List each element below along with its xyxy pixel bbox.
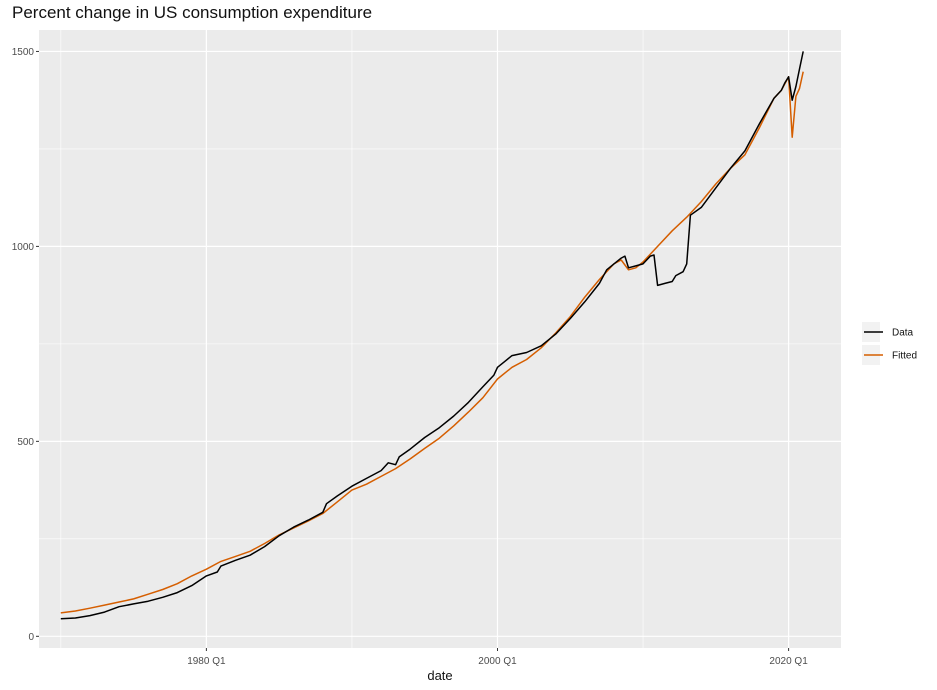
series-line-fitted [60, 71, 804, 614]
legend-label-fitted: Fitted [892, 351, 917, 362]
plot-panel [39, 30, 841, 648]
series-line-data [60, 51, 804, 620]
y-tick-label: 1500 [12, 47, 35, 58]
legend-label-data: Data [892, 328, 914, 339]
x-axis-title: date [427, 668, 452, 683]
chart-title: Percent change in US consumption expendi… [12, 3, 373, 22]
legend: Data Fitted [861, 321, 917, 367]
minor-gridlines [39, 30, 841, 648]
major-gridlines [39, 30, 841, 648]
y-tick-label: 0 [28, 632, 34, 643]
y-tick-label: 1000 [12, 242, 35, 253]
y-tick-label: 500 [17, 437, 34, 448]
x-tick-label: 2000 Q1 [478, 656, 517, 667]
y-axis: 0 500 1000 1500 [12, 47, 39, 643]
x-axis: 1980 Q1 2000 Q1 2020 Q1 [187, 648, 808, 667]
series-lines [60, 51, 804, 620]
x-tick-label: 2020 Q1 [769, 656, 808, 667]
x-tick-label: 1980 Q1 [187, 656, 226, 667]
